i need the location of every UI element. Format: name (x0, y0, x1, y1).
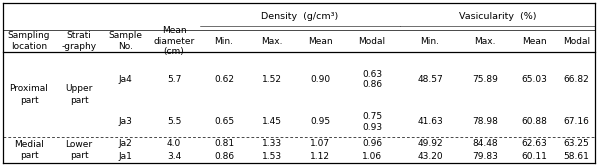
Text: 49.92: 49.92 (417, 139, 443, 148)
Text: 1.06: 1.06 (362, 152, 382, 161)
Text: 1.33: 1.33 (262, 139, 282, 148)
Text: 66.82: 66.82 (564, 75, 590, 84)
Text: Mean
diameter
(cm): Mean diameter (cm) (153, 26, 194, 56)
Text: Vasicularity  (%): Vasicularity (%) (459, 12, 536, 21)
Text: Sampling
location: Sampling location (8, 31, 50, 51)
Text: 0.63
0.86: 0.63 0.86 (362, 70, 382, 89)
Text: Max.: Max. (474, 36, 496, 46)
Text: 3.4: 3.4 (167, 152, 181, 161)
Text: 1.12: 1.12 (310, 152, 330, 161)
Text: Lower
part: Lower part (65, 140, 93, 160)
Text: Ja1: Ja1 (118, 152, 132, 161)
Text: Ja3: Ja3 (118, 117, 132, 127)
Text: Modal: Modal (358, 36, 386, 46)
Text: 5.5: 5.5 (167, 117, 181, 127)
Text: Proximal
part: Proximal part (10, 84, 48, 105)
Text: 84.48: 84.48 (472, 139, 498, 148)
Text: 79.83: 79.83 (472, 152, 498, 161)
Text: Medial
part: Medial part (14, 140, 44, 160)
Text: 58.61: 58.61 (563, 152, 590, 161)
Text: 0.62: 0.62 (214, 75, 234, 84)
Text: 4.0: 4.0 (167, 139, 181, 148)
Text: 0.90: 0.90 (310, 75, 330, 84)
Text: 5.7: 5.7 (167, 75, 181, 84)
Text: 41.63: 41.63 (417, 117, 443, 127)
Text: 67.16: 67.16 (563, 117, 590, 127)
Text: Max.: Max. (261, 36, 283, 46)
Text: 48.57: 48.57 (417, 75, 443, 84)
Text: Strati
-graphy: Strati -graphy (62, 31, 96, 51)
Text: 0.75
0.93: 0.75 0.93 (362, 112, 382, 132)
Text: 1.52: 1.52 (262, 75, 282, 84)
Text: 0.96: 0.96 (362, 139, 382, 148)
Text: 1.53: 1.53 (262, 152, 282, 161)
Text: Mean: Mean (308, 36, 332, 46)
Text: 0.65: 0.65 (214, 117, 234, 127)
Text: Density  (g/cm³): Density (g/cm³) (261, 12, 338, 21)
Text: Ja4: Ja4 (118, 75, 132, 84)
Text: Min.: Min. (420, 36, 440, 46)
Text: 0.95: 0.95 (310, 117, 330, 127)
Text: 75.89: 75.89 (472, 75, 498, 84)
Text: Upper
part: Upper part (65, 84, 93, 105)
Text: 63.25: 63.25 (564, 139, 590, 148)
Text: 1.07: 1.07 (310, 139, 330, 148)
Text: Min.: Min. (215, 36, 233, 46)
Text: 60.88: 60.88 (521, 117, 547, 127)
Text: 65.03: 65.03 (521, 75, 547, 84)
Text: Sample
No.: Sample No. (108, 31, 142, 51)
Text: Mean: Mean (521, 36, 547, 46)
Text: Modal: Modal (563, 36, 590, 46)
Text: 62.63: 62.63 (521, 139, 547, 148)
Text: Ja2: Ja2 (118, 139, 132, 148)
Text: 78.98: 78.98 (472, 117, 498, 127)
Text: 0.86: 0.86 (214, 152, 234, 161)
Text: 43.20: 43.20 (417, 152, 443, 161)
Text: 0.81: 0.81 (214, 139, 234, 148)
Text: 1.45: 1.45 (262, 117, 282, 127)
Text: 60.11: 60.11 (521, 152, 547, 161)
